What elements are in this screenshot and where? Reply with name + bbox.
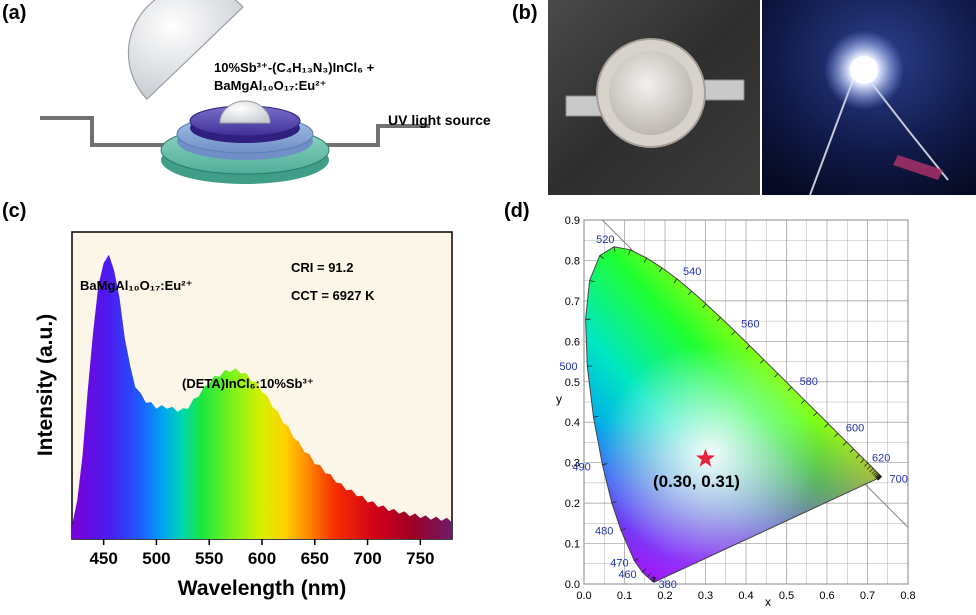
spectrum-chart: 450 500 550 600 650 700 750 BaMgAl₁₀O₁₇:Eu²⁺ (… [0, 200, 540, 610]
y-axis-label: Intensity (a.u.) [34, 314, 57, 456]
wavelength-label: 460 [618, 569, 636, 581]
led-photos [548, 0, 976, 195]
x-tick-label: 750 [406, 549, 434, 568]
wavelength-label: 580 [800, 376, 818, 388]
wavelength-label: 620 [872, 452, 890, 464]
wavelength-label: 600 [846, 422, 864, 434]
annotation-peak2: (DETA)InCl₆:10%Sb³⁺ [182, 376, 314, 391]
panel-d-label: (d) [504, 200, 530, 223]
x-tick-label: 700 [353, 549, 381, 568]
cie-x-tick-label: 0.0 [576, 590, 591, 602]
cie-x-tick-label: 0.7 [860, 590, 875, 602]
x-tick-label: 550 [195, 549, 223, 568]
panel-a-label: (a) [2, 2, 26, 25]
panel-a-led-schematic: (a) [0, 0, 540, 200]
wavelength-label: 520 [596, 234, 614, 246]
wavelength-label: 470 [610, 558, 628, 570]
cie-x-tick-label: 0.6 [819, 590, 834, 602]
wavelength-label: 540 [683, 266, 701, 278]
annotation-cct: CCT = 6927 K [291, 288, 375, 303]
cie-x-axis-label: x [765, 595, 771, 609]
wavelength-label: 500 [559, 361, 577, 373]
cie-y-tick-label: 0.8 [565, 255, 580, 267]
lead-wire-left [40, 118, 170, 145]
material-label-line2: BaMgAl₁₀O₁₇:Eu²⁺ [214, 78, 326, 93]
cie-x-tick-label: 0.3 [698, 590, 713, 602]
annotation-peak1: BaMgAl₁₀O₁₇:Eu²⁺ [80, 278, 192, 293]
cie-x-tick-label: 0.8 [900, 590, 915, 602]
led-glow-core [850, 56, 878, 84]
cie-chart: 380460470480490500520540560580600620700 … [548, 200, 976, 610]
annotation-cri: CRI = 91.2 [291, 260, 354, 275]
cie-y-tick-label: 0.3 [565, 458, 580, 470]
x-tick-label: 450 [89, 549, 117, 568]
point-coordinate-label: (0.30, 0.31) [653, 472, 740, 491]
wavelength-label: 560 [741, 318, 759, 330]
panel-b-led-photos [548, 0, 976, 195]
chip-dome [220, 101, 270, 123]
x-tick-label: 600 [248, 549, 276, 568]
cie-y-tick-label: 0.6 [565, 336, 580, 348]
cie-y-tick-label: 0.7 [565, 296, 580, 308]
lead-wire-right [320, 126, 430, 145]
led-schematic-drawing: 10%Sb³⁺-(C₄H₁₃N₃)InCl₆ + BaMgAl₁₀O₁₇:Eu²… [0, 0, 540, 200]
cie-x-tick-label: 0.5 [779, 590, 794, 602]
wavelength-label: 480 [595, 525, 613, 537]
panel-b-label: (b) [512, 2, 538, 25]
wavelength-label: 700 [890, 474, 908, 486]
led-lens [609, 51, 693, 135]
x-axis-label: Wavelength (nm) [178, 577, 346, 600]
panel-c-label: (c) [2, 200, 26, 223]
material-label-line1: 10%Sb³⁺-(C₄H₁₃N₃)InCl₆ + [214, 60, 375, 75]
cie-y-tick-label: 0.2 [565, 498, 580, 510]
uv-source-label: UV light source [388, 112, 491, 128]
cie-x-tick-label: 0.1 [617, 590, 632, 602]
cie-y-tick-label: 0.0 [565, 579, 580, 591]
cie-x-tick-label: 0.4 [738, 590, 753, 602]
x-tick-label: 500 [142, 549, 170, 568]
cie-y-tick-label: 0.9 [565, 215, 580, 227]
cie-y-tick-label: 0.4 [565, 417, 580, 429]
cie-y-axis-label: y [556, 392, 562, 406]
cie-x-tick-label: 0.2 [657, 590, 672, 602]
cie-y-tick-label: 0.5 [565, 377, 580, 389]
cie-y-tick-label: 0.1 [565, 539, 580, 551]
x-tick-label: 650 [301, 549, 329, 568]
